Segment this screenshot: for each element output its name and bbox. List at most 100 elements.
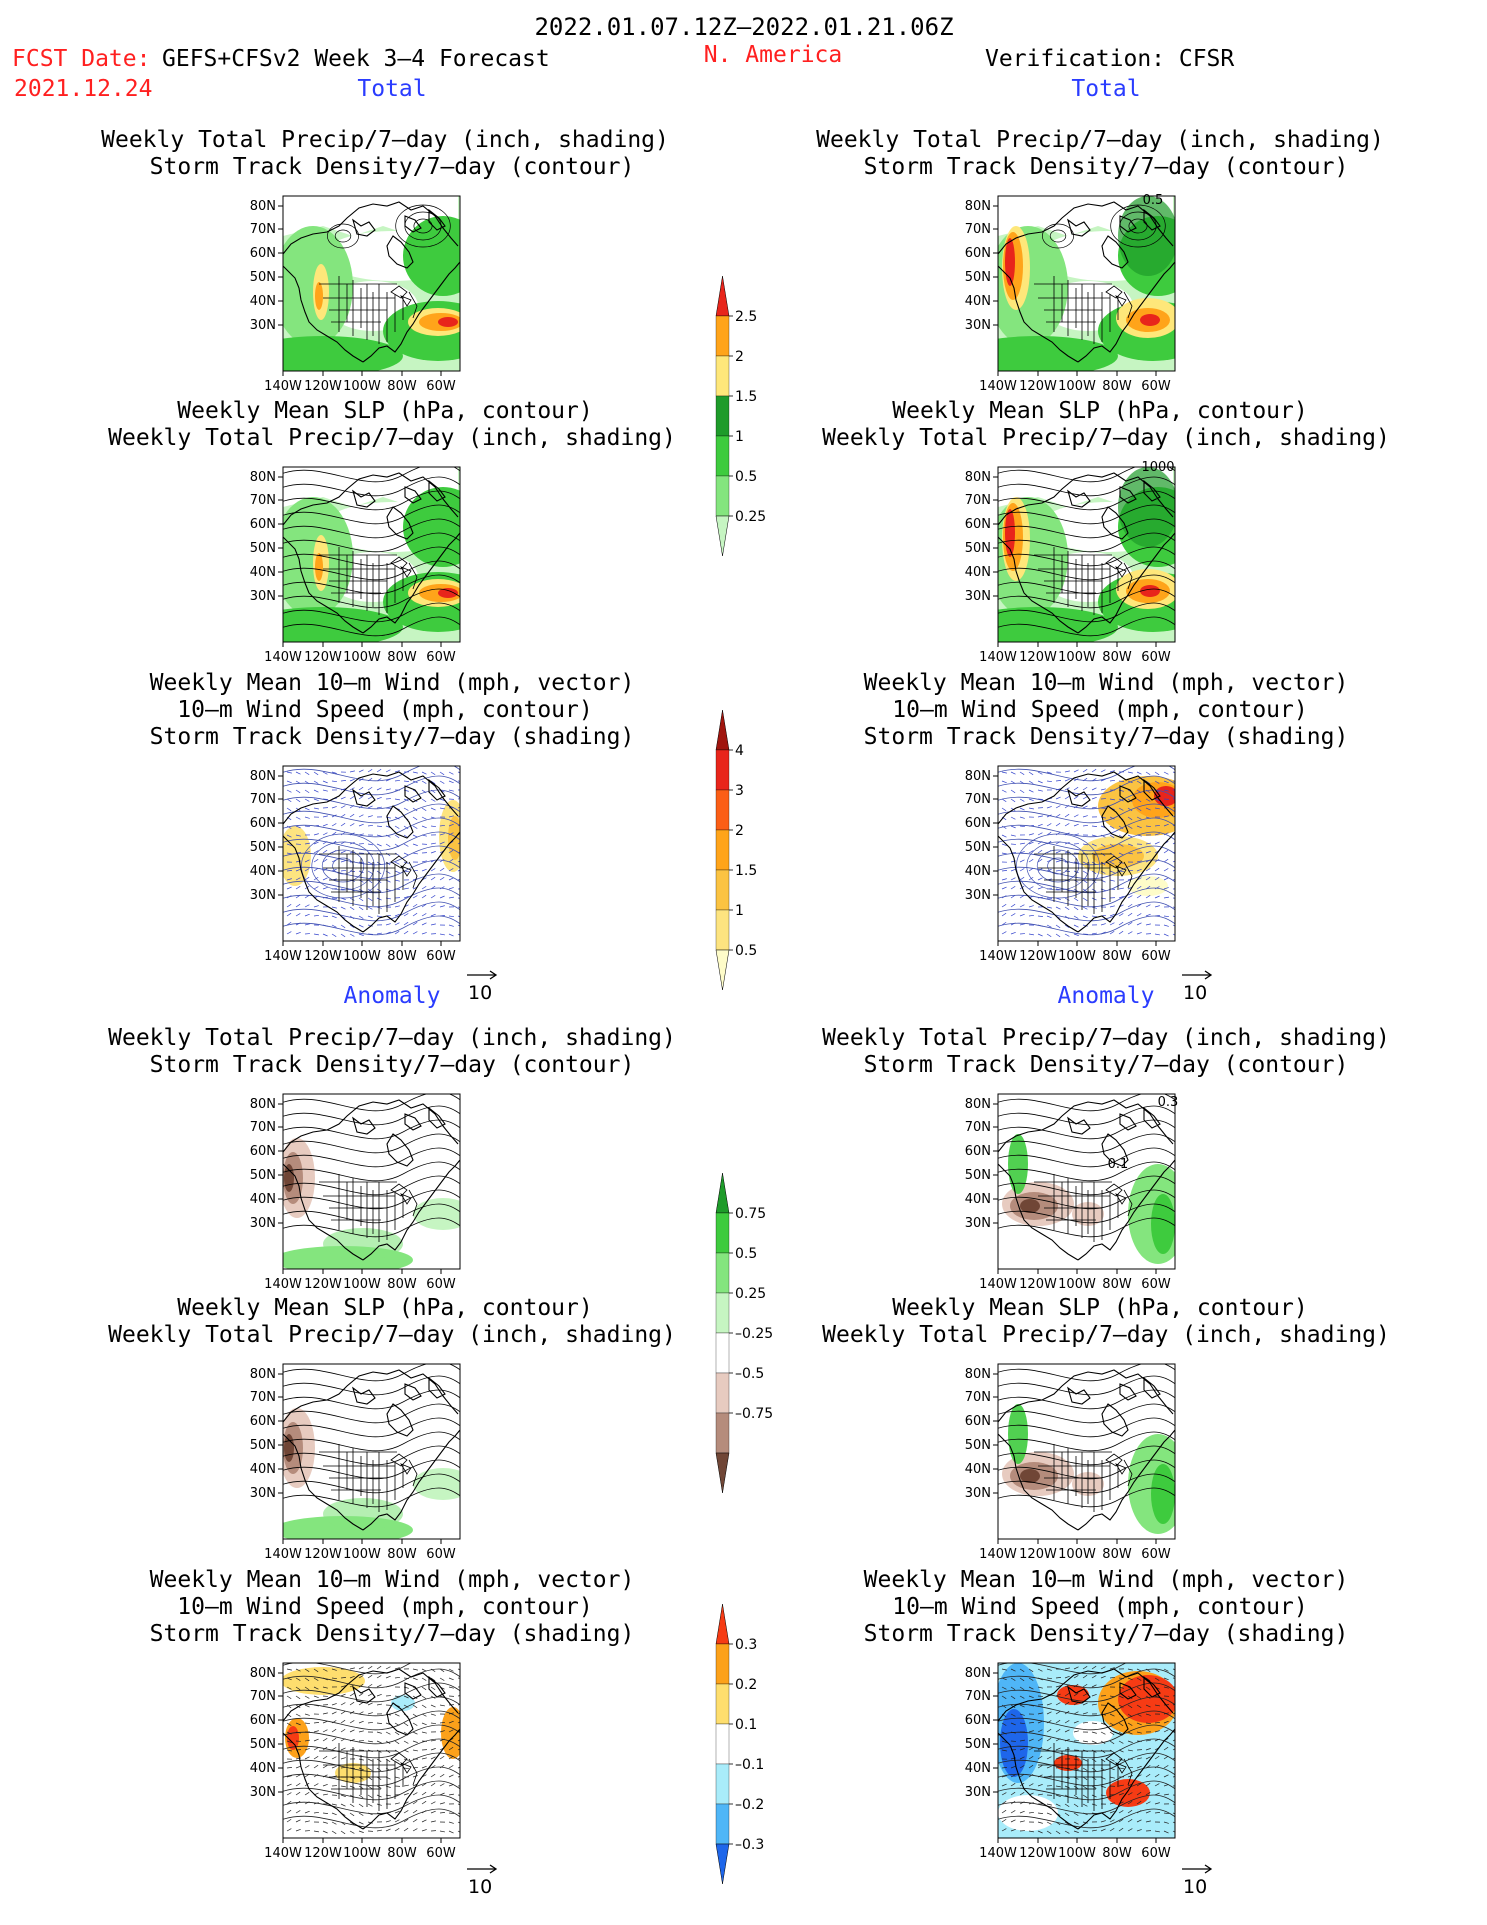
contour-label: 1000 — [1141, 460, 1174, 475]
lat-tick-label: 50N — [965, 1438, 991, 1453]
title-r1-b: Storm Track Density/7–day (contour) — [863, 154, 1349, 180]
colorbar-label: 0.5 — [735, 1246, 757, 1262]
fcst-date: 2021.12.24 — [14, 76, 153, 102]
map-total-precip-storm-forecast: 80N 70N 60N 50N 40N 30N 140W 120W 100W 80W 60W — [232, 195, 522, 408]
lon-tick-label: 120W — [304, 949, 342, 964]
lat-tick-label: 30N — [250, 888, 276, 903]
lon-tick-label: 60W — [1141, 949, 1171, 964]
colorbar-segment — [715, 435, 730, 477]
lon-tick-label: 60W — [426, 650, 456, 665]
lat-tick-label: 70N — [965, 792, 991, 807]
lat-tick-label: 70N — [965, 1390, 991, 1405]
colorbar-label: 0.75 — [735, 1206, 766, 1222]
lat-tick-label: 50N — [250, 840, 276, 855]
colorbar-label: 2.5 — [735, 309, 757, 325]
lat-tick-label: 60N — [965, 517, 991, 532]
lat-tick-label: 40N — [250, 1462, 276, 1477]
vector-ref-label: 10 — [1183, 982, 1207, 1004]
lat-tick-label: 40N — [965, 1761, 991, 1776]
lat-tick-label: 60N — [250, 1414, 276, 1429]
colorbar-label: 0.25 — [735, 1286, 766, 1302]
colorbar-label: 1 — [735, 903, 744, 919]
map-frame — [282, 1363, 461, 1540]
section-total-right: Total — [1071, 76, 1141, 102]
map-frame — [997, 1363, 1176, 1540]
lat-tick-label: 80N — [250, 199, 276, 214]
title-r3-a: Weekly Mean 10–m Wind (mph, vector) — [863, 670, 1349, 696]
colorbar-segment — [715, 1172, 730, 1214]
title-l3-a: Weekly Mean 10–m Wind (mph, vector) — [149, 670, 635, 696]
lat-tick-label: 80N — [250, 1367, 276, 1382]
lon-tick-label: 120W — [304, 1846, 342, 1861]
colorbar-label: –0.75 — [735, 1406, 773, 1422]
colorbar-segment — [715, 1372, 730, 1414]
section-anomaly-right: Anomaly — [1057, 983, 1155, 1009]
map-frame — [282, 195, 461, 372]
map-frame — [997, 195, 1176, 372]
title-r3-c: Storm Track Density/7–day (shading) — [863, 724, 1349, 750]
title-r6-b: 10–m Wind Speed (mph, contour) — [892, 1594, 1308, 1620]
title-r5-b: Weekly Total Precip/7–day (inch, shading… — [822, 1322, 1390, 1348]
lat-tick-label: 50N — [250, 1737, 276, 1752]
map-frame — [997, 466, 1176, 643]
lon-tick-label: 140W — [979, 1277, 1017, 1292]
vector-ref-r3: 10 — [1178, 968, 1218, 1008]
colorbar-label: 2 — [735, 823, 744, 839]
lat-tick-label: 60N — [250, 1713, 276, 1728]
lat-tick-label: 70N — [250, 493, 276, 508]
lon-tick-label: 100W — [1058, 379, 1096, 394]
vector-ref-r6: 10 — [1178, 1862, 1218, 1902]
colorbar-label: 3 — [735, 783, 744, 799]
title-l2-b: Weekly Total Precip/7–day (inch, shading… — [108, 425, 676, 451]
lon-tick-label: 120W — [1019, 1277, 1057, 1292]
lat-tick-label: 30N — [965, 318, 991, 333]
title-r6-a: Weekly Mean 10–m Wind (mph, vector) — [863, 1567, 1349, 1593]
lat-tick-label: 50N — [250, 1438, 276, 1453]
lat-tick-label: 70N — [965, 1120, 991, 1135]
lat-tick-label: 80N — [965, 1097, 991, 1112]
title-l6-c: Storm Track Density/7–day (shading) — [149, 1621, 635, 1647]
lon-tick-label: 100W — [343, 1277, 381, 1292]
lon-tick-label: 80W — [387, 949, 417, 964]
lat-tick-label: 50N — [965, 840, 991, 855]
map-frame — [997, 1093, 1176, 1270]
colorbar-label: 0.2 — [735, 1677, 757, 1693]
lat-tick-label: 40N — [250, 1761, 276, 1776]
lon-tick-label: 140W — [979, 1547, 1017, 1562]
colorbar-precip-anomaly: 0.75 0.5 0.25 –0.25 –0.5 –0.75 — [715, 1165, 796, 1494]
lat-tick-label: 60N — [965, 1144, 991, 1159]
title-l4-b: Storm Track Density/7–day (contour) — [149, 1052, 635, 1078]
colorbar-storm-anomaly: 0.3 0.2 0.1 –0.1 –0.2 –0.3 — [715, 1596, 796, 1890]
lat-tick-label: 60N — [250, 816, 276, 831]
colorbar-segment — [715, 1292, 730, 1334]
lon-tick-label: 100W — [1058, 1846, 1096, 1861]
vector-ref-label: 10 — [1183, 1876, 1207, 1898]
map-total-precip-storm-verification: 80N 70N 60N 50N 40N 30N 140W 120W 100W 80W 60W 0.5 — [947, 193, 1237, 408]
lat-tick-label: 50N — [250, 270, 276, 285]
title-r4-b: Storm Track Density/7–day (contour) — [863, 1052, 1349, 1078]
lat-tick-label: 80N — [250, 769, 276, 784]
map-anom-precip-storm-forecast: 80N 70N 60N 50N 40N 30N 140W 120W 100W 80W 60W — [232, 1093, 522, 1306]
colorbar-label: 1.5 — [735, 389, 757, 405]
colorbar-segment — [715, 1412, 730, 1454]
colorbar-label: 2 — [735, 349, 744, 365]
colorbar-label: 0.5 — [735, 469, 757, 485]
colorbar-label: 0.1 — [735, 1717, 757, 1733]
title-r4-a: Weekly Total Precip/7–day (inch, shading… — [822, 1025, 1390, 1051]
title-r5-a: Weekly Mean SLP (hPa, contour) — [892, 1295, 1308, 1321]
map-frame — [282, 466, 461, 643]
lon-tick-label: 80W — [1102, 949, 1132, 964]
lat-tick-label: 40N — [965, 1192, 991, 1207]
lon-tick-label: 60W — [426, 1547, 456, 1562]
colorbar-label: –0.1 — [735, 1757, 764, 1773]
contour-label: 0.3 — [1158, 1095, 1179, 1110]
title-r1-a: Weekly Total Precip/7–day (inch, shading… — [816, 127, 1384, 153]
lon-tick-label: 100W — [1058, 949, 1096, 964]
lon-tick-label: 60W — [426, 949, 456, 964]
title-l6-b: 10–m Wind Speed (mph, contour) — [177, 1594, 593, 1620]
vector-ref-label: 10 — [468, 1876, 492, 1898]
lon-tick-label: 60W — [426, 379, 456, 394]
colorbar-segment — [715, 1603, 730, 1645]
lat-tick-label: 30N — [965, 589, 991, 604]
contour-label: 0.1 — [1108, 1157, 1129, 1172]
